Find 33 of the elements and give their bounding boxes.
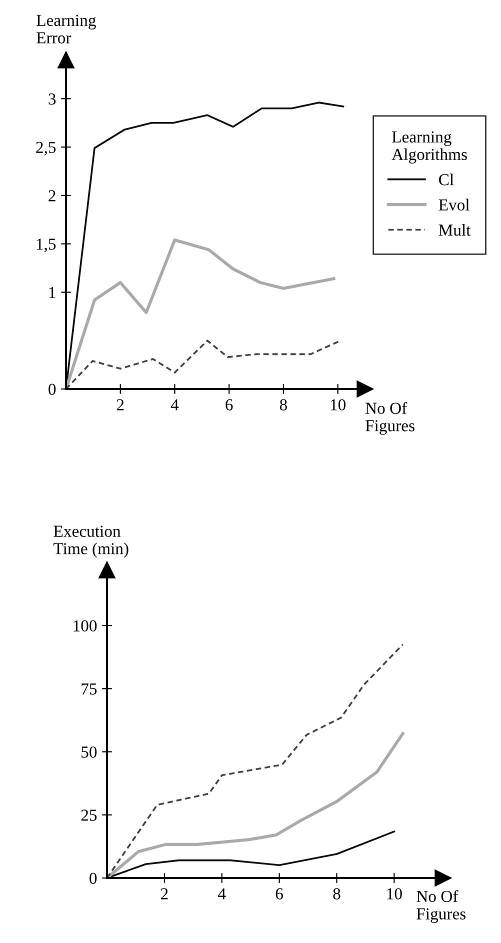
x-axis-title: No Of Figures [365,402,414,435]
y-tick-label: 50 [82,746,97,758]
x-tick-label: 10 [387,888,402,900]
x-tick-label: 4 [170,399,179,410]
line-series [66,340,342,389]
line-series [107,644,404,878]
x-tick-label: 6 [226,399,233,410]
y-tick-label: 25 [81,810,97,821]
y-tick-label: 1 [49,287,56,298]
legend-label: Cl [439,174,454,186]
x-tick-label: 10 [330,399,346,410]
y-tick-label: 3 [48,93,56,105]
y-tick-label: 0 [90,872,97,884]
y-tick-label: 75 [82,684,97,695]
y-axis-title: Execution Time (min) [54,526,128,558]
line-series [107,732,404,878]
x-tick-label: 6 [276,888,283,900]
x-tick-label: 8 [280,399,287,410]
x-tick-label: 2 [116,399,124,410]
line-series [66,238,336,389]
legend-label: Mult [438,224,471,236]
y-axis-title: Learning Error [36,14,96,44]
x-axis-title: No Of Figures [416,890,466,923]
x-tick-label: 8 [333,888,340,900]
y-tick-label: 1,5 [36,238,56,252]
y-tick-label: 2 [48,190,56,202]
legend-label: Evol [438,198,470,211]
legend-title: Learning Algorithms [392,131,467,164]
y-tick-label: 2,5 [36,142,56,156]
x-tick-label: 2 [161,888,168,900]
x-tick-label: 4 [218,888,226,900]
y-tick-label: 100 [74,620,97,632]
y-tick-label: 0 [48,384,56,395]
